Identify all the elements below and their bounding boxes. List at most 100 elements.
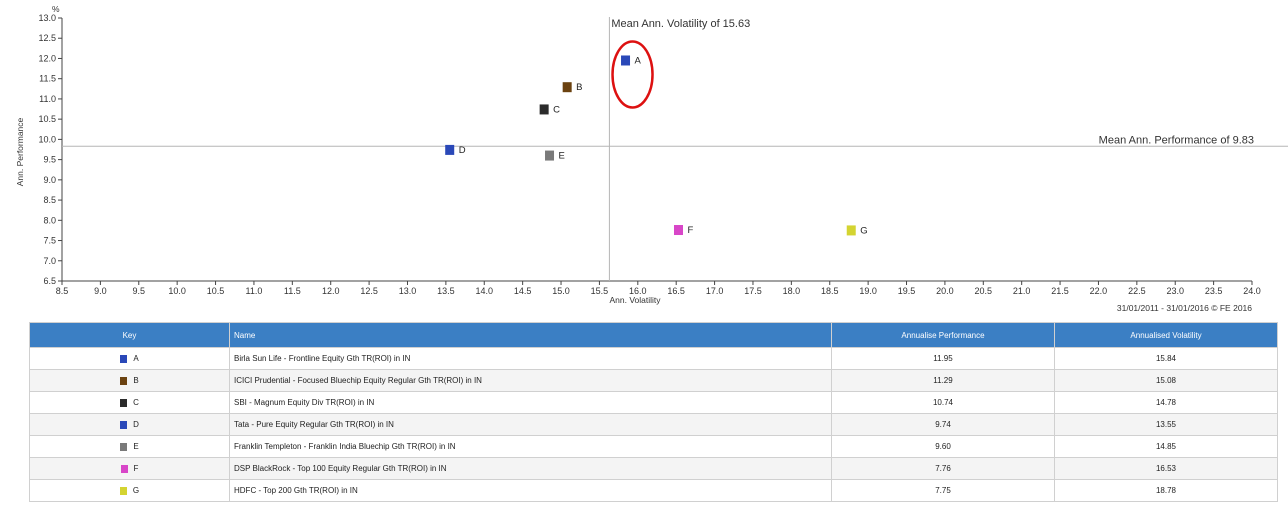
x-tick-label: 21.5 xyxy=(1051,286,1069,296)
volatility-cell: 15.08 xyxy=(1054,369,1278,392)
point-e xyxy=(545,150,555,161)
point-c xyxy=(539,104,549,115)
key-swatch xyxy=(119,486,127,495)
x-tick-label: 9.5 xyxy=(133,286,146,296)
chart-axes: 8.5 9.0 9.5 10.0 10.5 11.0 11.5 12.0 12.5 13.0 13.… xyxy=(38,13,1260,296)
point-a xyxy=(621,55,631,66)
fund-table: Key Name Annualise Performance Annualise… xyxy=(29,322,1278,502)
performance-cell: 11.29 xyxy=(831,369,1055,392)
key-cell: B xyxy=(29,369,230,392)
performance-cell: 7.75 xyxy=(831,479,1055,502)
x-tick-label: 14.0 xyxy=(475,286,493,296)
performance-cell: 7.76 xyxy=(831,457,1055,480)
point-label-a: A xyxy=(635,55,642,66)
point-label-g: G xyxy=(860,225,867,236)
x-tick-label: 13.0 xyxy=(399,286,417,296)
x-tick-label: 8.5 xyxy=(56,286,69,296)
date-range-footnote: 31/01/2011 - 31/01/2016 © FE 2016 xyxy=(1117,303,1252,313)
performance-cell: 11.95 xyxy=(831,347,1055,370)
x-tick-label: 10.5 xyxy=(207,286,225,296)
x-axis-title: Ann. Volatility xyxy=(609,295,661,305)
key-swatch xyxy=(120,398,128,407)
x-tick-label: 15.0 xyxy=(552,286,570,296)
x-tick-label: 11.5 xyxy=(284,286,301,296)
key-label: E xyxy=(133,442,139,451)
highlight-circle xyxy=(611,40,654,109)
fund-name-cell: DSP BlackRock - Top 100 Equity Regular G… xyxy=(229,457,832,480)
x-tick-label: 22.5 xyxy=(1128,286,1146,296)
y-tick-label: 13.0 xyxy=(38,13,56,23)
col-header-performance: Annualise Performance xyxy=(831,322,1055,348)
table-row: G HDFC - Top 200 Gth TR(ROI) in IN 7.75 18.… xyxy=(29,479,1278,502)
x-tick-label: 16.0 xyxy=(629,286,647,296)
x-tick-label: 23.0 xyxy=(1166,286,1184,296)
y-axis-title: Ann. Performance xyxy=(15,117,25,186)
key-label: F xyxy=(133,464,139,473)
point-f xyxy=(673,225,683,236)
point-label-f: F xyxy=(687,225,693,236)
table-row: D Tata - Pure Equity Regular Gth TR(ROI) … xyxy=(29,413,1278,436)
performance-cell: 10.74 xyxy=(831,391,1055,414)
col-header-name: Name xyxy=(229,322,832,348)
performance-cell: 9.74 xyxy=(831,413,1055,436)
key-swatch xyxy=(120,376,128,385)
x-tick-label: 12.0 xyxy=(322,286,340,296)
fund-name-cell: Birla Sun Life - Frontline Equity Gth TR… xyxy=(229,347,832,370)
volatility-cell: 13.55 xyxy=(1054,413,1278,436)
y-tick-label: 8.0 xyxy=(43,215,56,225)
x-tick-label: 20.5 xyxy=(975,286,993,296)
y-tick-label: 7.5 xyxy=(43,236,56,246)
x-tick-label: 21.0 xyxy=(1013,286,1031,296)
key-cell: C xyxy=(29,391,230,414)
x-tick-label: 17.5 xyxy=(744,286,762,296)
data-points: A B C D E F G xyxy=(445,40,868,236)
x-tick-label: 17.0 xyxy=(706,286,724,296)
key-label: B xyxy=(133,376,139,385)
x-tick-label: 10.0 xyxy=(168,286,186,296)
risk-return-scatter-chart: 8.5 9.0 9.5 10.0 10.5 11.0 11.5 12.0 12.5 13.0 13.… xyxy=(15,4,1288,313)
col-header-volatility: Annualised Volatility xyxy=(1054,322,1278,348)
table-row: E Franklin Templeton - Franklin India Blu… xyxy=(29,435,1278,458)
y-tick-label: 8.5 xyxy=(43,195,56,205)
key-swatch xyxy=(120,442,128,451)
point-label-b: B xyxy=(576,82,582,93)
volatility-cell: 16.53 xyxy=(1054,457,1278,480)
table-row: A Birla Sun Life - Frontline Equity Gth T… xyxy=(29,347,1278,370)
x-tick-label: 9.0 xyxy=(94,286,107,296)
fund-name-cell: SBI - Magnum Equity Div TR(ROI) in IN xyxy=(229,391,832,414)
mean-volatility-label: Mean Ann. Volatility of 15.63 xyxy=(611,18,750,30)
table-row: F DSP BlackRock - Top 100 Equity Regular … xyxy=(29,457,1278,480)
y-tick-label: 12.5 xyxy=(38,33,56,43)
key-label: D xyxy=(133,420,139,429)
fund-name-cell: HDFC - Top 200 Gth TR(ROI) in IN xyxy=(229,479,832,502)
fund-name-cell: Franklin Templeton - Franklin India Blue… xyxy=(229,435,832,458)
point-g xyxy=(846,225,856,236)
point-label-e: E xyxy=(559,151,565,162)
y-unit-label: % xyxy=(52,4,60,14)
x-tick-label: 23.5 xyxy=(1205,286,1223,296)
y-tick-label: 10.5 xyxy=(38,114,56,124)
x-tick-label: 12.5 xyxy=(360,286,378,296)
y-tick-label: 9.0 xyxy=(43,175,56,185)
key-cell: D xyxy=(29,413,230,436)
y-tick-label: 11.0 xyxy=(39,94,56,104)
x-tick-label: 13.5 xyxy=(437,286,455,296)
x-tick-label: 16.5 xyxy=(667,286,685,296)
y-tick-label: 6.5 xyxy=(43,276,56,286)
x-tick-label: 24.0 xyxy=(1243,286,1261,296)
fund-name-cell: Tata - Pure Equity Regular Gth TR(ROI) i… xyxy=(229,413,832,436)
point-label-d: D xyxy=(459,145,466,156)
point-label-c: C xyxy=(553,104,560,115)
y-tick-label: 9.5 xyxy=(43,155,56,165)
volatility-cell: 14.85 xyxy=(1054,435,1278,458)
key-label: A xyxy=(133,354,139,363)
x-tick-label: 19.5 xyxy=(898,286,916,296)
volatility-cell: 14.78 xyxy=(1054,391,1278,414)
y-tick-label: 11.5 xyxy=(39,74,56,84)
performance-cell: 9.60 xyxy=(831,435,1055,458)
col-header-key: Key xyxy=(29,322,230,348)
y-tick-label: 10.0 xyxy=(38,134,56,144)
key-cell: G xyxy=(29,479,230,502)
x-tick-label: 20.0 xyxy=(936,286,954,296)
x-tick-label: 18.5 xyxy=(821,286,839,296)
